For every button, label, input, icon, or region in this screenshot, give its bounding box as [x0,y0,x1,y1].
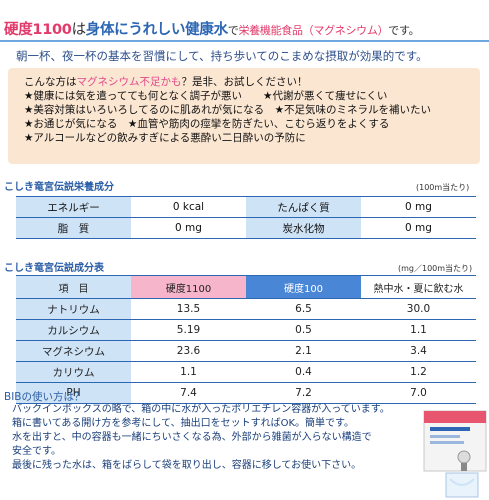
component-value: 6.5 [246,298,361,320]
nutrition-title: こしき竜宮伝説栄養成分 [4,182,114,193]
table-row: ナトリウム 13.5 6.5 30.0 [16,298,476,320]
nutrition-label: 脂 質 [16,217,131,239]
nutrition-value: 0 mg [131,217,246,239]
components-unit: (mg／100m当たり) [398,264,473,273]
component-value: 13.5 [131,298,246,320]
components-title: こしき竜宮伝説成分表 [4,263,104,274]
table-header-row: 項 目 硬度1100 硬度100 熱中水・夏に飲む水 [16,275,476,299]
components-table: 項 目 硬度1100 硬度100 熱中水・夏に飲む水 ナトリウム 13.5 6.… [16,275,476,404]
header-item: 項 目 [16,275,131,299]
header-subline: 朝一杯、夜一杯の基本を習慣にして、持ち歩いてのこまめな摂取が効果的です。 [16,49,428,63]
bib-box-illustration [423,410,487,498]
component-value: 7.0 [361,382,476,404]
bib-line: バックインボックスの略で、箱の中に水が入ったポリエチレン容器が入っています。 [12,404,390,415]
nutrition-value: 0 mg [361,196,476,218]
bib-line: 水を出すと、中の容器も一緒にちいさくなる為、外部から雑菌が入らない構造で [12,432,372,443]
bib-line: 箱に書いてある開け方を参考にして、抽出口をセットすればOK。簡単です。 [12,418,355,429]
headline-functional-food: 栄養機能食品（マグネシウム） [238,24,389,37]
bib-line: 最後に残った水は、箱をばらして袋を取り出し、容器に移してお使い下さい。 [12,460,362,471]
nutrition-label: エネルギー [16,196,131,218]
table-row: カリウム 1.1 0.4 1.2 [16,361,476,383]
component-value: 2.1 [246,340,361,362]
component-value: 1.1 [131,361,246,383]
table-row: エネルギー 0 kcal たんぱく質 0 mg [16,196,476,218]
bib-line: 安全です。 [12,446,61,457]
component-value: 23.6 [131,340,246,362]
headline-hardness: 硬度1100 [4,22,72,38]
recommend-line: ★美容対策はいろいろしてるのに肌あれが気になる ★不足気味のミネラルを補いたい [24,104,432,116]
table-row: 脂 質 0 mg 炭水化物 0 mg [16,217,476,239]
recommend-highlight: マグネシウム不足かも [76,76,182,88]
nutrition-label: たんぱく質 [246,196,361,218]
component-value: 0.4 [246,361,361,383]
nutrition-table: エネルギー 0 kcal たんぱく質 0 mg 脂 質 0 mg 炭水化物 0 … [16,196,476,239]
nutrition-value: 0 mg [361,217,476,239]
headline-health-water: 身体にうれしい健康水 [85,22,228,38]
recommend-line: ★お通じが気になる ★血管や筋肉の痙攣を防ぎたい、こむら返りをよくする [24,118,390,130]
component-value: 7.2 [246,382,361,404]
component-value: 5.19 [131,319,246,341]
table-row: マグネシウム 23.6 2.1 3.4 [16,340,476,362]
header-hardness-1100: 硬度1100 [131,275,246,299]
component-value: 30.0 [361,298,476,320]
table-row: PH 7.4 7.2 7.0 [16,382,476,404]
recommend-line: ★アルコールなどの飲みすぎによる悪酔い二日酔いの予防に [24,132,306,144]
component-item: カルシウム [16,319,131,341]
nutrition-unit: (100m当たり) [416,183,470,192]
recommend-intro: こんな方はマグネシウム不足かも？是非、お試しください！ [24,76,308,88]
nutrition-label: 炭水化物 [246,217,361,239]
component-value: 1.1 [361,319,476,341]
component-item: カリウム [16,361,131,383]
header-divider [0,40,489,42]
component-value: 1.2 [361,361,476,383]
recommend-box [8,68,480,164]
nutrition-value: 0 kcal [131,196,246,218]
component-value: 7.4 [131,382,246,404]
component-item: PH [16,382,131,404]
component-item: ナトリウム [16,298,131,320]
headline: 硬度1100は身体にうれしい健康水で栄養機能食品（マグネシウム）です。 [4,22,420,38]
recommend-line: ★健康には気を遣ってても何となく調子が悪い ★代謝が悪くて痩せにくい [24,90,388,102]
component-value: 0.5 [246,319,361,341]
table-row: カルシウム 5.19 0.5 1.1 [16,319,476,341]
header-hardness-100: 硬度100 [246,275,361,299]
bib-title: BIBの使い方は？ [4,391,85,403]
header-summer-water: 熱中水・夏に飲む水 [361,275,476,299]
component-item: マグネシウム [16,340,131,362]
component-value: 3.4 [361,340,476,362]
